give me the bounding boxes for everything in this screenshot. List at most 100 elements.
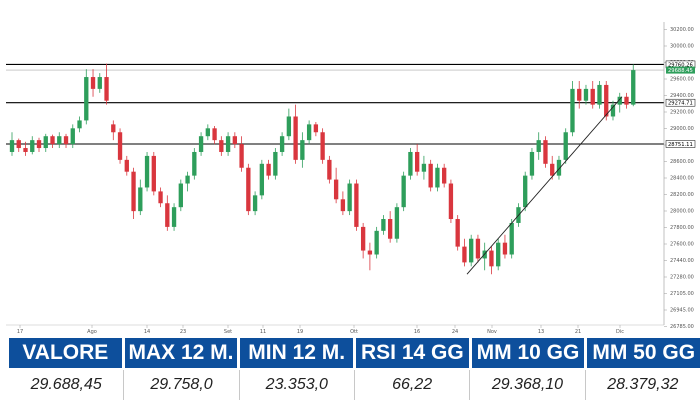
x-tick-label: 11 xyxy=(260,329,266,335)
candle xyxy=(252,191,258,216)
candle-body xyxy=(313,124,319,133)
x-tick-label: Set xyxy=(224,329,232,335)
candle xyxy=(347,179,352,216)
candle-body xyxy=(543,140,548,164)
level-label: 29760.26 xyxy=(668,62,693,68)
candle xyxy=(408,148,413,180)
candle-body xyxy=(374,230,379,255)
candle-body xyxy=(70,128,75,145)
stat-label-min-12m: MIN 12 M. xyxy=(237,338,354,368)
y-tick-label: 27600.00 xyxy=(670,242,694,248)
y-tick-label: 29600.00 xyxy=(670,77,694,83)
x-tick-label: 21 xyxy=(575,329,581,335)
candle-body xyxy=(381,219,386,231)
candle-body xyxy=(252,195,258,212)
candle xyxy=(610,100,616,121)
stats-table: VALORE MAX 12 M. MIN 12 M. RSI 14 GG MM … xyxy=(0,338,700,400)
candle-body xyxy=(124,159,129,172)
candle xyxy=(502,234,508,259)
candle xyxy=(124,155,129,176)
stat-label-rsi-14gg: RSI 14 GG xyxy=(353,338,469,368)
candle-body xyxy=(185,175,190,184)
candle-body xyxy=(212,128,217,141)
candle-body xyxy=(111,124,116,133)
candle-body xyxy=(415,151,420,172)
candle xyxy=(16,138,21,152)
level-label: 28751.11 xyxy=(668,142,693,148)
y-tick-label: 30000.00 xyxy=(670,44,694,50)
candle xyxy=(421,155,427,180)
candle xyxy=(185,171,190,192)
candle-body xyxy=(509,222,514,255)
candle-body xyxy=(502,242,508,255)
candle xyxy=(529,148,535,180)
candle-body xyxy=(550,163,555,176)
candle-body xyxy=(590,88,595,105)
candle-body xyxy=(23,148,28,152)
candle-body xyxy=(158,191,163,204)
candle-body xyxy=(104,77,109,101)
y-tick-label: 27800.00 xyxy=(670,225,694,231)
level-label-bg xyxy=(665,140,696,148)
candle-body xyxy=(198,136,204,152)
candle xyxy=(496,238,501,271)
candle-body xyxy=(225,136,231,152)
candle xyxy=(300,132,305,168)
candle-body xyxy=(36,140,42,149)
stat-label-valore: VALORE xyxy=(9,338,122,368)
candle-body xyxy=(320,132,325,160)
candle-body xyxy=(556,159,562,176)
candle xyxy=(259,159,265,200)
candle xyxy=(482,242,487,271)
candle-body xyxy=(205,128,210,137)
candle-body xyxy=(408,151,413,176)
candle-body xyxy=(529,151,535,176)
candle-body xyxy=(57,136,62,145)
level-label: 29274.71 xyxy=(668,101,693,107)
candle xyxy=(273,148,278,180)
candle-body xyxy=(523,175,528,208)
trendline xyxy=(466,96,623,275)
candle xyxy=(57,132,62,149)
candle xyxy=(225,132,231,156)
candle-body xyxy=(239,144,244,168)
candle xyxy=(9,132,15,156)
candle-body xyxy=(30,140,35,152)
candle-body xyxy=(610,104,616,117)
candle-body xyxy=(360,226,366,251)
y-tick-label: 30200.00 xyxy=(670,27,694,33)
candle-body xyxy=(232,136,237,145)
candle-body xyxy=(421,163,427,172)
candle xyxy=(232,132,237,149)
candle-body xyxy=(16,140,21,149)
candle xyxy=(178,179,183,212)
candle-body xyxy=(273,151,278,176)
candle xyxy=(570,80,575,137)
candle-body xyxy=(306,124,312,141)
candle-body xyxy=(597,84,602,105)
candle xyxy=(550,155,555,180)
candle-body xyxy=(246,167,251,212)
candle-body xyxy=(604,84,609,117)
stats-header-row: VALORE MAX 12 M. MIN 12 M. RSI 14 GG MM … xyxy=(9,338,700,368)
x-tick-label: 14 xyxy=(144,329,150,335)
candle xyxy=(401,171,406,212)
candle xyxy=(205,124,210,141)
current-price-label-bg xyxy=(666,66,695,74)
candle xyxy=(70,124,75,149)
candle xyxy=(435,163,440,192)
candle xyxy=(77,116,82,133)
candle xyxy=(131,167,136,220)
candle xyxy=(293,104,298,164)
candle xyxy=(455,215,460,251)
x-tick-label: 16 xyxy=(414,329,420,335)
candle-body xyxy=(462,246,467,263)
candle-body xyxy=(77,120,82,129)
candle xyxy=(23,141,28,156)
candle xyxy=(577,80,582,109)
level-label-bg xyxy=(665,98,696,107)
y-tick-label: 27280.00 xyxy=(670,275,694,281)
candle xyxy=(489,246,494,275)
y-tick-label: 29000.00 xyxy=(670,126,694,132)
candle xyxy=(597,80,602,109)
